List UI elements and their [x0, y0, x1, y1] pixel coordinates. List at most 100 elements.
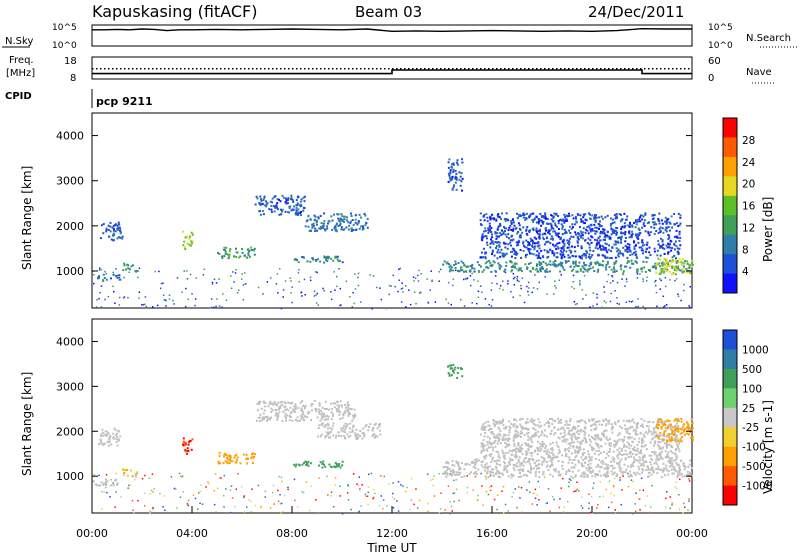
- scatter-point: [354, 218, 357, 221]
- scatter-point: [519, 447, 522, 449]
- scatter-point: [134, 478, 136, 481]
- scatter-point: [559, 474, 562, 477]
- scatter-point: [625, 301, 627, 303]
- scatter-point: [100, 435, 102, 437]
- scatter-point: [613, 263, 616, 266]
- scatter-point: [560, 237, 562, 240]
- scatter-point: [690, 418, 693, 421]
- scatter-point: [390, 285, 392, 287]
- scatter-point: [598, 216, 601, 219]
- scatter-point: [569, 225, 572, 228]
- scatter-point: [616, 449, 619, 451]
- scatter-point: [144, 492, 146, 495]
- scatter-point: [609, 238, 612, 241]
- colorbar-tick-label: 12: [742, 222, 755, 234]
- scatter-point: [553, 433, 556, 436]
- scatter-point: [485, 448, 488, 451]
- scatter-point: [580, 463, 583, 466]
- scatter-point: [332, 506, 335, 508]
- scatter-point: [627, 419, 630, 422]
- x-tick-label: 16:00: [476, 527, 508, 540]
- scatter-point: [565, 470, 568, 473]
- scatter-point: [285, 417, 287, 420]
- scatter-point: [560, 219, 563, 222]
- scatter-point: [327, 432, 330, 435]
- scatter-point: [645, 461, 648, 463]
- scatter-point: [294, 499, 296, 502]
- scatter-point: [594, 442, 597, 445]
- scatter-point: [670, 444, 673, 447]
- scatter-point: [662, 424, 665, 426]
- scatter-point: [589, 213, 591, 216]
- scatter-point: [614, 477, 616, 480]
- scatter-point: [287, 202, 289, 205]
- scatter-point: [116, 224, 119, 227]
- scatter-point: [533, 435, 536, 438]
- scatter-point: [681, 271, 684, 274]
- scatter-point: [606, 256, 609, 259]
- scatter-point: [560, 254, 563, 257]
- scatter-point: [544, 270, 547, 273]
- scatter-point: [631, 253, 634, 256]
- scatter-point: [539, 264, 541, 267]
- scatter-point: [505, 227, 508, 230]
- scatter-point: [657, 421, 660, 424]
- scatter-point: [651, 451, 653, 454]
- scatter-point: [302, 209, 305, 212]
- scatter-point: [519, 236, 522, 239]
- scatter-point: [461, 158, 463, 161]
- scatter-point: [680, 260, 683, 263]
- scatter-point: [557, 445, 560, 448]
- scatter-point: [625, 457, 628, 459]
- scatter-point: [568, 229, 571, 232]
- scatter-point: [648, 454, 651, 457]
- scatter-point: [580, 428, 583, 431]
- scatter-point: [575, 233, 577, 236]
- scatter-point: [445, 469, 448, 472]
- scatter-point: [250, 249, 253, 251]
- scatter-point: [461, 161, 464, 164]
- scatter-point: [465, 270, 467, 273]
- scatter-point: [319, 419, 322, 422]
- scatter-point: [369, 274, 371, 276]
- scatter-point: [259, 413, 262, 416]
- scatter-point: [368, 426, 370, 428]
- nave-point: [388, 68, 390, 70]
- scatter-point: [460, 260, 463, 263]
- scatter-point: [113, 479, 116, 482]
- scatter-point: [559, 270, 562, 273]
- scatter-point: [297, 261, 300, 264]
- scatter-point: [320, 433, 323, 436]
- scatter-point: [165, 305, 167, 307]
- scatter-point: [667, 226, 670, 228]
- scatter-point: [152, 491, 154, 493]
- scatter-point: [638, 456, 641, 459]
- scatter-point: [681, 263, 683, 266]
- scatter-point: [640, 267, 643, 270]
- scatter-point: [275, 409, 278, 411]
- scatter-point: [218, 305, 221, 307]
- scatter-point: [620, 252, 622, 255]
- scatter-point: [297, 406, 300, 409]
- scatter-point: [144, 296, 147, 298]
- scatter-point: [605, 467, 608, 470]
- nave-point: [436, 68, 438, 70]
- scatter-point: [536, 245, 539, 248]
- scatter-point: [112, 271, 114, 274]
- scatter-point: [676, 445, 679, 448]
- nave-point: [356, 68, 358, 70]
- scatter-point: [581, 439, 584, 442]
- scatter-point: [293, 478, 296, 481]
- scatter-point: [612, 280, 614, 282]
- scatter-point: [677, 425, 680, 428]
- scatter-point: [635, 236, 638, 239]
- scatter-point: [598, 235, 601, 238]
- scatter-point: [279, 494, 281, 496]
- scatter-point: [446, 261, 449, 264]
- scatter-point: [643, 456, 646, 459]
- scatter-point: [590, 235, 593, 238]
- freq-tick-top: 18: [64, 56, 77, 67]
- scatter-point: [629, 470, 632, 473]
- scatter-point: [138, 267, 141, 269]
- scatter-point: [611, 431, 614, 434]
